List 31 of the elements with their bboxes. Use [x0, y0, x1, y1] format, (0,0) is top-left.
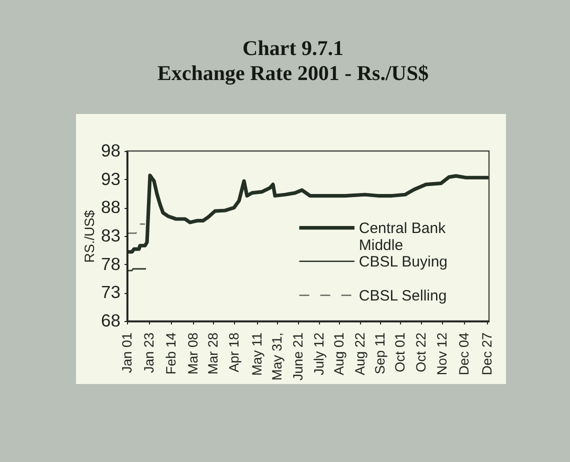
x-tick-label: June 21: [290, 332, 306, 381]
x-tick-label: Feb 14: [164, 332, 178, 375]
x-tick-label: July 12: [312, 332, 326, 376]
x-tick-label: May 11: [250, 332, 264, 376]
x-tick-label: Dec 04: [456, 332, 472, 376]
x-tick-label: Dec 27: [480, 332, 494, 376]
y-axis-title: RS./US$: [82, 210, 98, 263]
x-tick-label: Nov 12: [434, 332, 450, 376]
y-tick-label: 68: [101, 310, 120, 330]
y-tick-label: 73: [101, 282, 120, 302]
x-tick-label: May 31,: [270, 332, 284, 381]
x-tick-label: Mar 08: [186, 332, 200, 375]
legend-label: CBSL Buying: [358, 253, 448, 270]
y-tick-label: 78: [101, 254, 120, 274]
y-tick-label: 83: [101, 226, 120, 246]
legend-label: Central Bank Middle: [358, 220, 446, 254]
x-tick-label: Oct 01: [392, 332, 408, 372]
x-tick-label: Sep 11: [372, 332, 388, 374]
x-tick-label: Oct 22: [414, 332, 428, 372]
chart-title: Chart 9.7.1: [242, 36, 344, 60]
chart-subtitle: Exchange Rate 2001 - Rs./US$: [157, 61, 429, 85]
x-tick-label: Jan 01: [120, 332, 134, 374]
y-tick-label: 93: [101, 168, 120, 189]
x-tick-label: Jan 23: [142, 332, 156, 374]
y-tick-label: 88: [101, 197, 120, 218]
x-tick-label: Apr 18: [226, 332, 242, 372]
y-tick-label: 98: [101, 140, 120, 160]
x-tick-label: Mar 28: [206, 332, 220, 375]
legend-label: CBSL Selling: [358, 287, 447, 304]
x-tick-label: Aug 22: [352, 332, 368, 376]
x-tick-label: Aug 01: [332, 332, 346, 376]
